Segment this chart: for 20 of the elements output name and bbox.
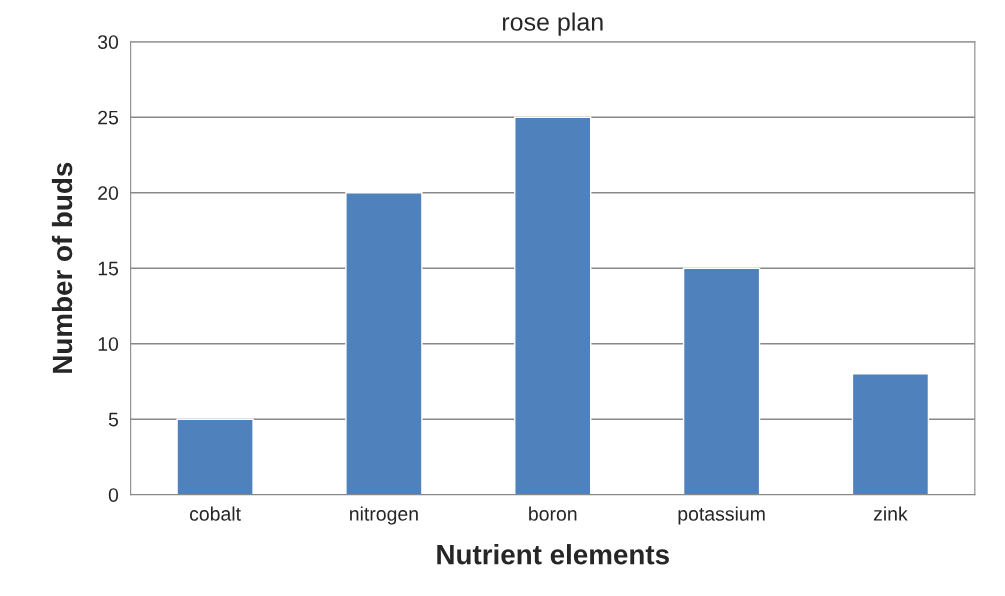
x-tick-label: nitrogen <box>350 506 418 525</box>
x-tick-label: potassium <box>678 506 765 525</box>
y-tick-label: 10 <box>98 337 119 351</box>
x-tick-label: boron <box>529 506 577 521</box>
y-tick-label: 5 <box>108 412 119 427</box>
y-tick-label: 25 <box>98 110 119 125</box>
y-tick-label: 0 <box>108 488 119 502</box>
x-tick-label: zink <box>873 506 908 521</box>
bar <box>514 116 592 495</box>
x-axis-title: Nutrient elements <box>437 544 669 565</box>
y-tick-label: 30 <box>97 35 119 49</box>
bar <box>851 373 930 495</box>
y-tick-label: 20 <box>98 186 119 200</box>
x-tick-label: cobalt <box>189 506 241 521</box>
bar <box>682 267 761 495</box>
chart-title: rose plan <box>502 12 603 36</box>
bar <box>176 418 254 495</box>
y-axis-title: Number of buds <box>51 162 73 373</box>
bar <box>345 192 423 495</box>
y-tick-label: 15 <box>98 261 119 276</box>
